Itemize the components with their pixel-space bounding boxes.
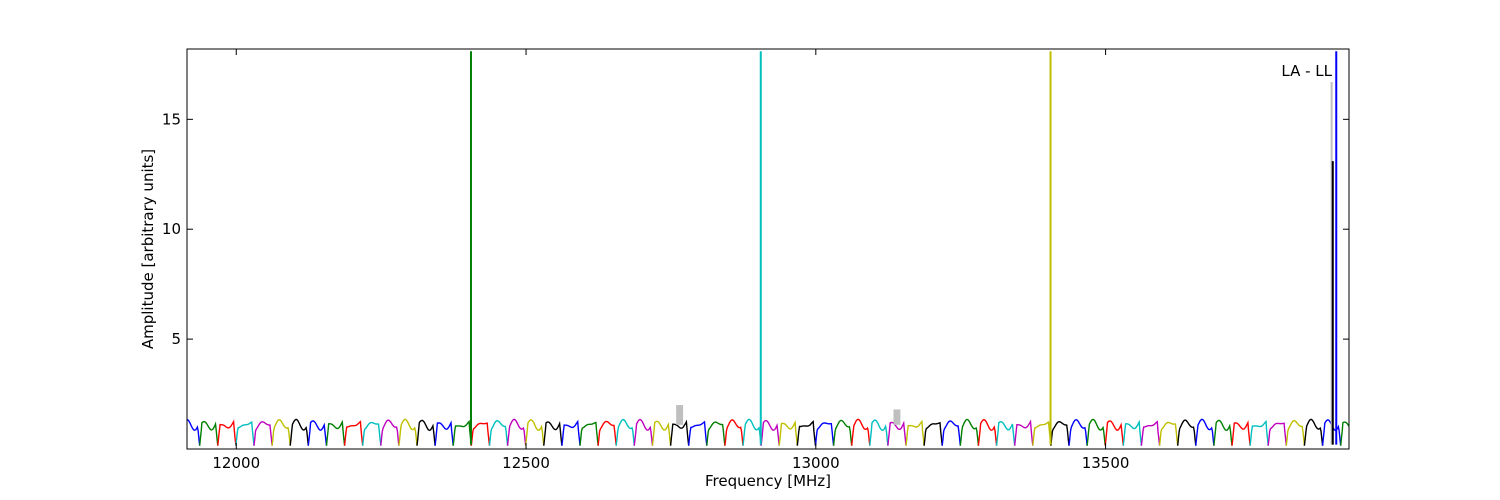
x-tick-label: 12500	[502, 454, 550, 472]
baseline-segment	[814, 422, 835, 446]
baseline-segment	[1340, 421, 1349, 446]
baseline-segment	[941, 420, 961, 446]
rfi-bump	[676, 405, 684, 425]
baseline-segment	[1213, 419, 1233, 446]
baseline-segment	[1032, 421, 1052, 446]
baseline-segment	[235, 420, 255, 446]
baseline-segment	[199, 421, 219, 446]
x-tick-label: 12000	[212, 454, 260, 472]
baseline-segment	[905, 419, 925, 446]
baseline-segment	[416, 419, 436, 446]
baseline-segment	[307, 420, 328, 446]
baseline-segment	[633, 418, 654, 446]
baseline-segment	[470, 422, 491, 446]
baseline-segment	[706, 421, 726, 446]
baseline-segment	[669, 419, 690, 446]
baseline-segment	[1014, 419, 1034, 446]
y-tick-label: 15	[162, 110, 181, 128]
baseline-segment	[525, 419, 545, 446]
baseline-segment	[380, 419, 400, 446]
baseline-segment	[343, 420, 364, 446]
baseline-segment	[1303, 418, 1324, 446]
baseline-segment	[289, 418, 309, 446]
x-tick-label: 13000	[792, 454, 840, 472]
baseline-segment	[1050, 420, 1070, 446]
baseline-segment	[887, 420, 907, 446]
baseline-segment	[1285, 420, 1306, 446]
baseline-segment	[1104, 420, 1124, 446]
annotation-label: LA - LL	[1281, 62, 1332, 80]
baseline-segment	[977, 418, 998, 446]
x-axis-title: Frequency [MHz]	[705, 472, 831, 490]
baseline-segment	[488, 419, 509, 446]
baseline-segment	[217, 419, 237, 446]
baseline-segment	[325, 419, 346, 446]
baseline-segment	[760, 420, 780, 446]
y-axis-title: Amplitude [arbitrary units]	[139, 149, 157, 349]
baseline-segment	[1122, 419, 1143, 446]
baseline-segment	[1231, 420, 1251, 446]
baseline-segment	[1267, 422, 1287, 446]
baseline-segment	[543, 420, 563, 446]
baseline-segment	[1177, 419, 1197, 446]
baseline-segment	[452, 419, 472, 446]
axes: 12000 12500 13000 13500 5 10 15	[162, 48, 1350, 472]
baseline-segment	[995, 420, 1016, 446]
baseline-segment	[362, 421, 382, 446]
y-tick-label: 5	[171, 330, 181, 348]
y-tick-label: 10	[162, 220, 181, 238]
x-tick-label: 13500	[1082, 454, 1130, 472]
baseline-segment	[271, 419, 291, 446]
baseline-segment	[1086, 418, 1106, 446]
baseline-segment	[1068, 419, 1088, 446]
plot-area	[187, 51, 1349, 446]
baseline-segment	[1158, 421, 1179, 446]
baseline-segment	[1140, 420, 1161, 446]
baseline-segment	[923, 421, 943, 446]
baseline-segment	[778, 419, 798, 446]
baseline-segment	[1249, 419, 1269, 446]
baseline-segment	[398, 418, 418, 446]
baseline-segment	[561, 419, 581, 446]
baseline-segment	[434, 420, 454, 446]
baseline-segment	[187, 419, 201, 446]
baseline-segment	[651, 420, 672, 446]
baseline-segment	[851, 418, 871, 446]
baseline-segment	[597, 420, 617, 446]
baseline-segment	[869, 419, 889, 446]
plot-frame	[186, 48, 1350, 450]
baseline-segment	[506, 418, 527, 446]
rfi-bump	[893, 409, 901, 425]
baseline-segment	[1195, 418, 1215, 446]
baseline-segment	[832, 419, 853, 446]
baseline-segment	[724, 419, 744, 446]
baseline-segment	[742, 418, 762, 446]
baseline-segment	[615, 418, 635, 446]
baseline-segment	[579, 421, 599, 446]
baseline-segment	[253, 421, 273, 446]
baseline-segment	[688, 420, 708, 446]
baseline-segment	[796, 420, 817, 446]
baseline-segment	[959, 418, 980, 446]
